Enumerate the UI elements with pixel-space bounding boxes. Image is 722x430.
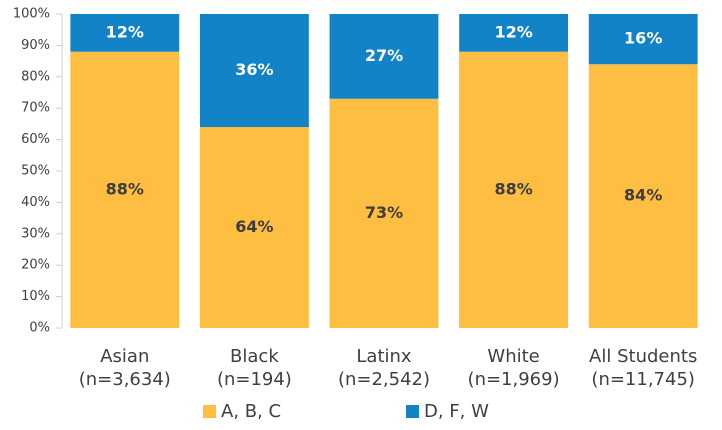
value-label: 27% [365, 46, 403, 65]
legend-label: D, F, W [424, 401, 489, 422]
bar-segment [199, 14, 309, 128]
value-label: 88% [494, 179, 532, 198]
x-tick-label: (n=1,969) [468, 369, 560, 390]
y-tick-label: 60% [21, 132, 50, 147]
value-label: 12% [106, 22, 144, 41]
y-tick-label: 70% [21, 101, 50, 116]
y-tick-label: 40% [21, 195, 50, 210]
y-tick-label: 50% [21, 164, 50, 179]
legend-swatch [203, 405, 216, 418]
value-label: 73% [365, 203, 403, 222]
bar-segment [199, 127, 309, 328]
y-tick-label: 0% [29, 321, 50, 336]
x-tick-label: (n=3,634) [79, 369, 171, 390]
bar-segment [459, 51, 569, 329]
x-tick-label: All Students [589, 346, 697, 367]
x-tick-label: Black [230, 346, 279, 367]
bar-segment [329, 98, 439, 328]
y-tick-label: 10% [21, 289, 50, 304]
y-tick-label: 100% [13, 7, 50, 22]
x-tick-label: Latinx [356, 346, 412, 367]
legend-swatch [406, 405, 419, 418]
y-tick-label: 30% [21, 226, 50, 241]
x-tick-label: (n=11,745) [591, 369, 695, 390]
value-label: 84% [624, 186, 662, 205]
x-tick-label: White [487, 346, 539, 367]
x-tick-label: Asian [100, 346, 149, 367]
bar-segment [588, 14, 698, 65]
bar-segment [70, 51, 180, 329]
bar-segment [459, 14, 569, 52]
value-label: 36% [235, 60, 273, 79]
x-tick-label: (n=2,542) [338, 369, 430, 390]
value-label: 64% [235, 217, 273, 236]
value-label: 12% [494, 22, 532, 41]
y-tick-label: 80% [21, 69, 50, 84]
x-tick-label: (n=194) [217, 369, 292, 390]
legend-label: A, B, C [221, 401, 281, 422]
y-tick-label: 20% [21, 258, 50, 273]
bar-segment [70, 14, 180, 52]
y-tick-label: 90% [21, 38, 50, 53]
value-label: 16% [624, 29, 662, 48]
value-label: 88% [106, 179, 144, 198]
bar-segment [329, 14, 439, 99]
bar-segment [588, 64, 698, 329]
